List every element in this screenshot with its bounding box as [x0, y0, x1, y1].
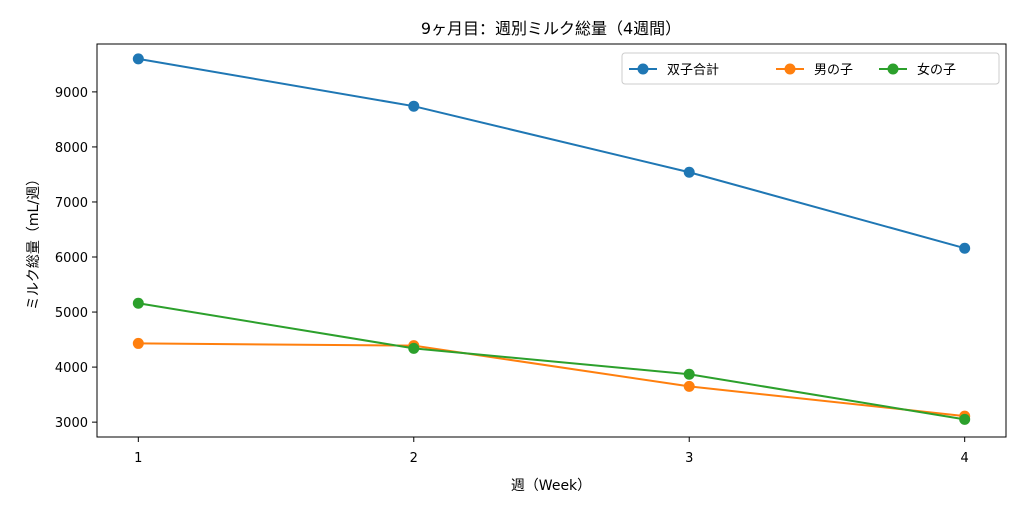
y-axis-title: ミルク総量（mL/週）	[26, 172, 42, 310]
data-point	[132, 337, 144, 349]
plot-area	[132, 53, 971, 425]
y-tick-label: 8000	[55, 141, 88, 156]
y-tick-label: 7000	[55, 196, 88, 211]
legend-item: 双子合計	[629, 62, 719, 78]
x-tick-label: 2	[410, 451, 418, 466]
legend-label: 男の子	[814, 63, 853, 78]
plot-frame	[96, 43, 1007, 438]
data-point	[132, 53, 144, 65]
y-tick-label: 6000	[55, 251, 88, 266]
data-point	[959, 413, 971, 425]
series-line	[138, 57, 965, 250]
x-tick-label: 3	[685, 451, 693, 466]
data-point	[132, 297, 144, 309]
legend-marker	[637, 63, 649, 75]
legend-item: 女の子	[879, 62, 956, 78]
y-tick-label: 9000	[55, 86, 88, 101]
y-tick-label: 5000	[55, 306, 88, 321]
x-axis: 1 2 3 4	[134, 437, 969, 466]
data-point	[683, 166, 695, 178]
x-tick-label: 1	[134, 451, 142, 466]
chart-title: 9ヶ月目：週別ミルク総量（4週間）	[421, 19, 681, 38]
legend-item: 男の子	[776, 63, 853, 78]
legend-marker	[887, 63, 899, 75]
series-line	[138, 342, 965, 418]
data-point	[959, 242, 971, 254]
data-point	[683, 380, 695, 392]
y-tick-label: 3000	[55, 416, 88, 431]
legend-box	[621, 52, 1000, 85]
legend: 双子合計 男の子 女の子	[621, 52, 1000, 85]
data-point	[683, 368, 695, 380]
series-2	[132, 337, 971, 422]
legend-label: 女の子	[917, 62, 956, 78]
series-3	[132, 297, 971, 425]
data-point	[408, 100, 420, 112]
y-tick-label: 4000	[55, 361, 88, 376]
legend-label: 双子合計	[667, 62, 719, 78]
x-axis-title: 週（Week）	[511, 478, 591, 494]
series-line	[138, 302, 965, 421]
data-point	[408, 342, 420, 354]
y-axis: 3000 4000 5000 6000 7000 8000 9000	[55, 86, 97, 431]
x-tick-label: 4	[961, 451, 969, 466]
series-1	[132, 53, 971, 254]
legend-marker	[784, 63, 796, 75]
